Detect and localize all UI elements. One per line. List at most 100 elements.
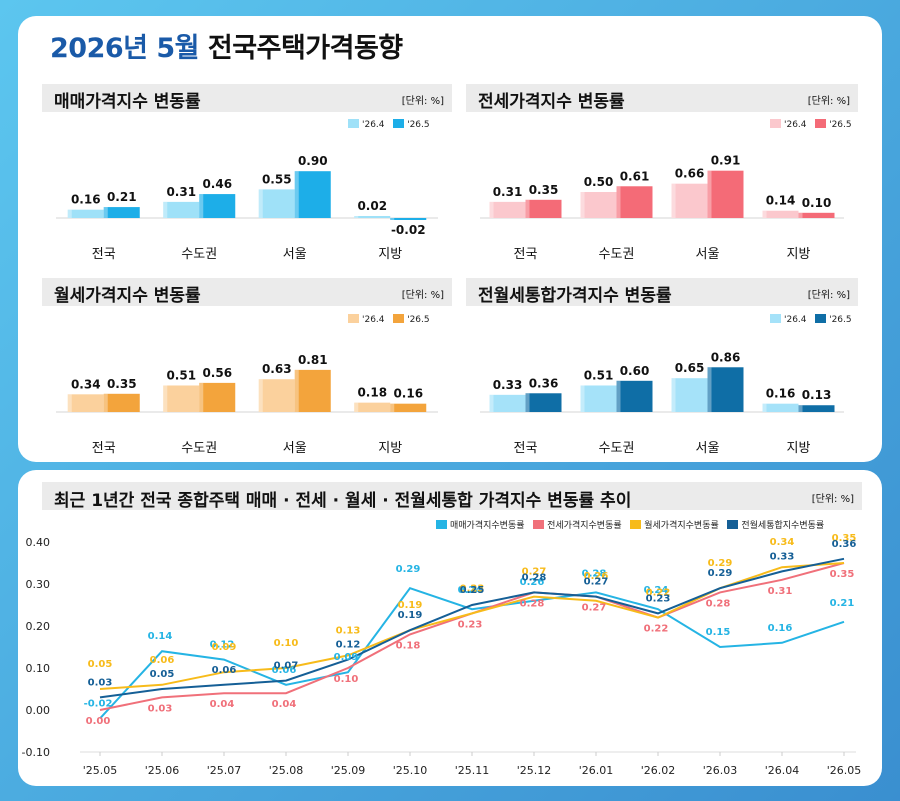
panel-combined-header: 전월세통합가격지수 변동률 [단위: %] bbox=[466, 278, 858, 306]
panel-monthly-header: 월세가격지수 변동률 [단위: %] bbox=[42, 278, 452, 306]
bar bbox=[489, 394, 526, 412]
category-label: 수도권 bbox=[599, 247, 635, 262]
bar bbox=[258, 189, 295, 218]
category-label: 전국 bbox=[92, 441, 116, 456]
legend-item: '26.4 bbox=[348, 314, 385, 325]
bar bbox=[580, 385, 617, 412]
category-label: 지방 bbox=[787, 441, 811, 456]
x-tick-label: '25.08 bbox=[269, 764, 304, 777]
x-tick-label: '25.12 bbox=[517, 764, 552, 777]
legend-item: '26.4 bbox=[770, 314, 807, 325]
trend-legend: 매매가격지수변동률 전세가격지수변동률 월세가격지수변동률 전월세통합지수변동률 bbox=[436, 518, 824, 531]
bar-shine bbox=[390, 218, 395, 220]
line-data-label: 0.06 bbox=[212, 665, 237, 676]
bar-data-label: 0.66 bbox=[675, 167, 705, 181]
bar-shine bbox=[103, 207, 108, 218]
line-data-label: 0.12 bbox=[210, 640, 235, 651]
panel-sale-chart: 0.16 0.21 전국 0.31 0.46 수도권 0.55 0.90 서울 0.02 -0.02… bbox=[56, 154, 438, 262]
line-data-label: 0.06 bbox=[150, 655, 175, 666]
panel-jeonse-legend: '26.4 '26.5 bbox=[770, 119, 852, 130]
bar-shine bbox=[103, 393, 108, 412]
bar-shine bbox=[580, 385, 585, 412]
line-data-label: 0.29 bbox=[396, 564, 421, 575]
x-tick-label: '25.10 bbox=[393, 764, 428, 777]
line-data-label: 0.03 bbox=[148, 703, 173, 714]
page-title-date: 2026년 5월 bbox=[50, 33, 200, 64]
bar bbox=[199, 382, 236, 412]
line-data-label: 0.25 bbox=[460, 585, 485, 596]
legend-item: '26.5 bbox=[815, 314, 852, 325]
trend-header: 최근 1년간 전국 종합주택 매매 · 전세 · 월세 · 전월세통합 가격지수… bbox=[42, 482, 862, 511]
line-data-label: 0.28 bbox=[522, 572, 547, 583]
x-tick-label: '26.03 bbox=[703, 764, 738, 777]
category-label: 수도권 bbox=[181, 441, 217, 456]
legend-item: '26.4 bbox=[348, 119, 385, 130]
y-tick-label: 0.30 bbox=[26, 578, 51, 591]
line-data-label: 0.31 bbox=[768, 586, 793, 597]
legend-item: 전세가격지수변동률 bbox=[533, 520, 622, 531]
bar bbox=[163, 385, 200, 412]
y-tick-label: 0.20 bbox=[26, 620, 51, 633]
category-label: 수도권 bbox=[599, 441, 635, 456]
bar-shine bbox=[354, 216, 359, 218]
bar-data-label: 0.21 bbox=[107, 190, 137, 204]
bar-data-label: 0.31 bbox=[166, 185, 196, 199]
bar-shine bbox=[163, 201, 168, 218]
bar bbox=[354, 216, 391, 218]
bar-data-label: 0.56 bbox=[202, 366, 232, 380]
bar-data-label: 0.36 bbox=[529, 376, 559, 390]
line-data-label: 0.35 bbox=[832, 533, 857, 544]
bar-data-label: 0.16 bbox=[766, 387, 796, 401]
panel-monthly-legend: '26.4 '26.5 bbox=[348, 314, 430, 325]
category-label: 서울 bbox=[696, 441, 720, 456]
bar-data-label: 0.55 bbox=[262, 172, 292, 186]
line-data-label: 0.19 bbox=[398, 600, 423, 611]
bar bbox=[163, 201, 200, 218]
line-data-label: 0.27 bbox=[582, 603, 607, 614]
category-label: 서울 bbox=[283, 441, 307, 456]
bar bbox=[390, 218, 427, 220]
line-data-label: 0.07 bbox=[274, 661, 299, 672]
panel-sale-header: 매매가격지수 변동률 [단위: %] bbox=[42, 84, 452, 112]
y-tick-label: 0.40 bbox=[26, 536, 51, 549]
line-data-label: 0.22 bbox=[644, 624, 669, 635]
bar-shine bbox=[798, 405, 803, 412]
line-data-label: 0.35 bbox=[830, 569, 855, 580]
bar bbox=[762, 210, 799, 218]
bar-shine bbox=[258, 189, 263, 218]
x-tick-label: '25.09 bbox=[331, 764, 366, 777]
line-data-label: 0.23 bbox=[646, 593, 671, 604]
summary-card: 2026년 5월 전국주택가격동향 매매가격지수 변동률 [단위: %] '26… bbox=[18, 16, 882, 462]
bar bbox=[390, 403, 427, 412]
legend-item: 전월세통합지수변동률 bbox=[727, 520, 824, 531]
category-label: 전국 bbox=[514, 441, 538, 456]
bar-shine bbox=[67, 209, 72, 218]
x-tick-label: '26.04 bbox=[765, 764, 800, 777]
trend-unit: [단위: %] bbox=[811, 494, 854, 505]
bar-data-label: 0.86 bbox=[711, 350, 741, 364]
x-tick-label: '26.05 bbox=[827, 764, 862, 777]
series-line bbox=[99, 587, 845, 720]
bar-data-label: 0.51 bbox=[166, 368, 196, 382]
bar-data-label: 0.50 bbox=[584, 175, 614, 189]
bar-data-label: 0.46 bbox=[202, 177, 232, 191]
line-data-label: 0.05 bbox=[150, 669, 175, 680]
trend-line-chart: 0.40 0.30 0.20 0.10 0.00 -0.10 '25.05 '25.06 '25… bbox=[22, 533, 862, 777]
bar-data-label: 0.35 bbox=[107, 377, 137, 391]
bar bbox=[258, 379, 295, 412]
bar-data-label: 0.63 bbox=[262, 362, 292, 376]
bar-shine bbox=[199, 382, 204, 412]
line-data-label: 0.23 bbox=[460, 583, 485, 594]
legend-item: 월세가격지수변동률 bbox=[630, 520, 719, 531]
bar bbox=[294, 369, 331, 412]
line-data-label: 0.22 bbox=[646, 588, 671, 599]
line-data-label: 0.28 bbox=[520, 598, 545, 609]
panel-jeonse-header: 전세가격지수 변동률 [단위: %] bbox=[466, 84, 858, 112]
line-data-label: 0.27 bbox=[522, 567, 547, 578]
line-data-label: 0.28 bbox=[706, 598, 731, 609]
panel-sale-legend: '26.4 '26.5 bbox=[348, 119, 430, 130]
trend-card: 최근 1년간 전국 종합주택 매매 · 전세 · 월세 · 전월세통합 가격지수… bbox=[18, 470, 882, 786]
bar-shine bbox=[525, 393, 530, 412]
bar bbox=[707, 367, 744, 412]
bar-data-label: 0.31 bbox=[493, 185, 523, 199]
